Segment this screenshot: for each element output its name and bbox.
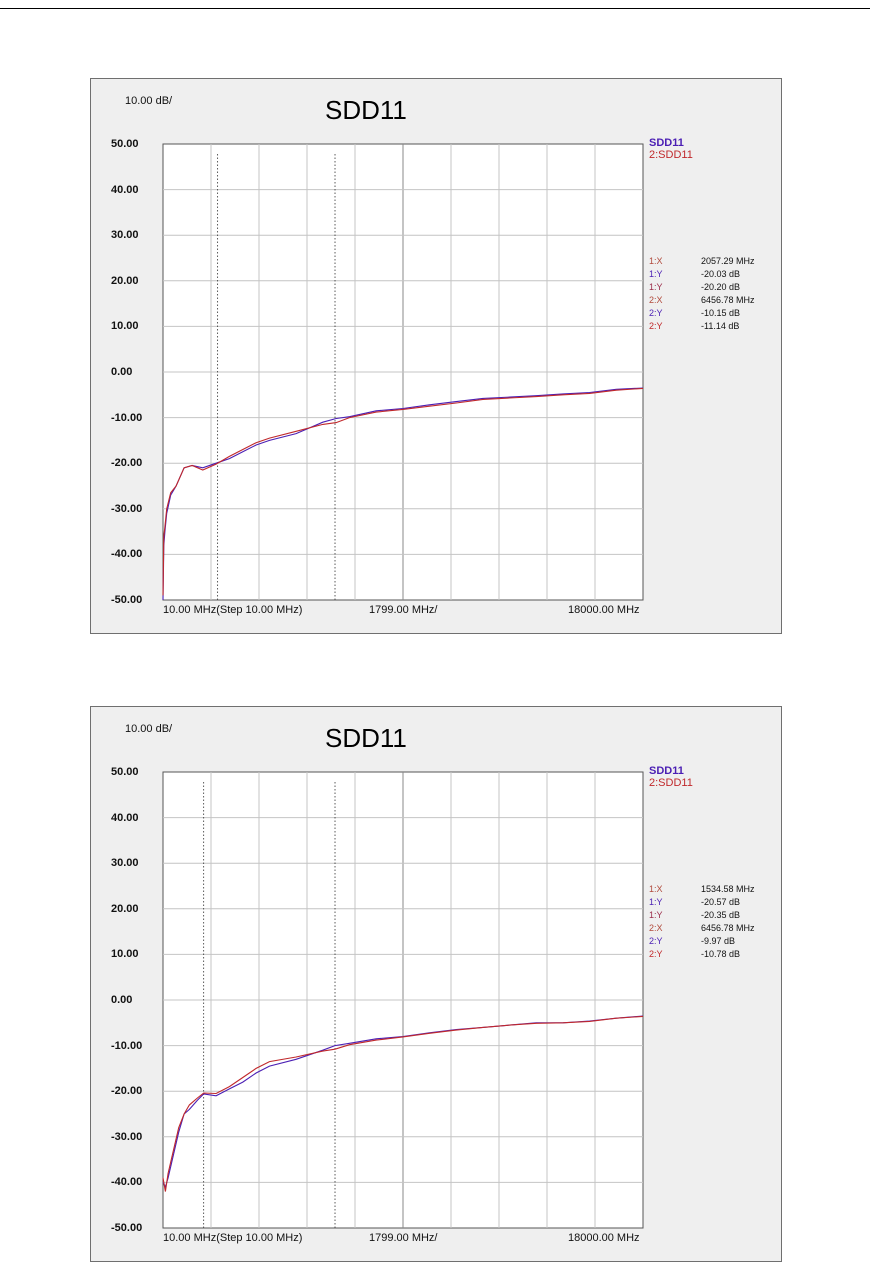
x-stop-label: 18000.00 MHz (568, 604, 640, 616)
y-tick-label: -10.00 (111, 411, 143, 424)
y-tick-label: 40.00 (111, 811, 139, 824)
marker-value: -10.15 dB (701, 308, 741, 318)
plot-area (162, 771, 644, 1229)
marker-row: 2:Y -11.14 dB (649, 320, 755, 333)
marker-row: 1:Y -20.57 dB (649, 896, 755, 909)
marker-label: 1:Y (649, 910, 663, 920)
y-tick-label: 30.00 (111, 857, 139, 870)
y-tick-label: 20.00 (111, 274, 139, 287)
marker-value: -10.78 dB (701, 949, 741, 959)
x-div-label: 1799.00 MHz/ (369, 1232, 438, 1244)
marker-readout: 1:X 1534.58 MHz 1:Y -20.57 dB 1:Y -20.35 dB 2:… (649, 883, 755, 961)
y-tick-label: -30.00 (111, 502, 143, 515)
marker-label: 1:Y (649, 269, 663, 279)
marker-value: -11.14 dB (701, 321, 740, 331)
marker-row: 2:Y -10.78 dB (649, 948, 755, 961)
y-tick-label: -40.00 (111, 1176, 143, 1189)
chart-panel-1: 10.00 dB/ SDD11 50.00 40.00 30.00 20.00 10.0… (90, 78, 782, 634)
page-top-rule (0, 8, 870, 9)
y-tick-label: 30.00 (111, 229, 139, 242)
marker-value: -20.03 dB (701, 269, 741, 279)
marker-label: 1:Y (649, 282, 663, 292)
x-start-label: 10.00 MHz(Step 10.00 MHz) (163, 604, 303, 616)
plot-area (162, 143, 644, 601)
series-line-2 (162, 387, 644, 596)
chart-panel-2: 10.00 dB/ SDD11 50.00 40.00 30.00 20.00 10.0… (90, 706, 782, 1262)
marker-value: -20.20 dB (701, 282, 741, 292)
marker-label: 2:X (649, 295, 663, 305)
y-tick-label: -10.00 (111, 1039, 143, 1052)
y-tick-label: -30.00 (111, 1130, 143, 1143)
y-tick-label: -20.00 (111, 457, 143, 470)
marker-row: 2:X 6456.78 MHz (649, 294, 755, 307)
legend: SDD11 2:SDD11 (649, 765, 693, 789)
marker-row: 1:Y -20.03 dB (649, 268, 755, 281)
x-stop-label: 18000.00 MHz (568, 1232, 640, 1244)
chart-title: SDD11 (325, 723, 407, 753)
scale-label: 10.00 dB/ (125, 723, 173, 735)
legend-entry-sdd11: SDD11 (649, 765, 684, 777)
y-tick-label: 40.00 (111, 183, 139, 196)
y-tick-label: 10.00 (111, 320, 139, 333)
x-div-label: 1799.00 MHz/ (369, 604, 438, 616)
marker-value: 1534.58 MHz (701, 884, 755, 894)
marker-row: 1:X 1534.58 MHz (649, 883, 755, 896)
chart-title: SDD11 (325, 95, 407, 125)
marker-value: -9.97 dB (701, 936, 736, 946)
marker-row: 1:X 2057.29 MHz (649, 255, 755, 268)
marker-readout: 1:X 2057.29 MHz 1:Y -20.03 dB 1:Y -20.20 dB 2:… (649, 255, 755, 333)
y-tick-label: 0.00 (111, 994, 133, 1006)
y-tick-label: -40.00 (111, 548, 143, 561)
marker-row: 1:Y -20.20 dB (649, 281, 755, 294)
marker-value: 6456.78 MHz (701, 295, 755, 305)
marker-label: 1:X (649, 256, 663, 266)
y-tick-label: 10.00 (111, 948, 139, 961)
marker-label: 2:X (649, 923, 663, 933)
marker-label: 2:Y (649, 936, 663, 946)
marker-label: 1:X (649, 884, 663, 894)
marker-value: -20.35 dB (701, 910, 741, 920)
y-tick-label: 0.00 (111, 366, 133, 378)
y-tick-label: 50.00 (111, 766, 139, 778)
series-line-2 (162, 1015, 644, 1192)
marker-value: 6456.78 MHz (701, 923, 755, 933)
marker-value: 2057.29 MHz (701, 256, 755, 266)
legend: SDD11 2:SDD11 (649, 137, 693, 161)
y-tick-label: -20.00 (111, 1085, 143, 1098)
marker-label: 1:Y (649, 897, 663, 907)
scale-label: 10.00 dB/ (125, 95, 173, 107)
marker-label: 2:Y (649, 949, 663, 959)
marker-row: 2:Y -9.97 dB (649, 935, 755, 948)
y-tick-label: 20.00 (111, 902, 139, 915)
y-tick-label: 50.00 (111, 138, 139, 150)
marker-row: 2:Y -10.15 dB (649, 307, 755, 320)
marker-row: 1:Y -20.35 dB (649, 909, 755, 922)
legend-entry-2-sdd11: 2:SDD11 (649, 149, 693, 161)
y-tick-label: -50.00 (111, 1222, 143, 1234)
marker-label: 2:Y (649, 308, 663, 318)
legend-entry-2-sdd11: 2:SDD11 (649, 777, 693, 789)
marker-value: -20.57 dB (701, 897, 741, 907)
legend-entry-sdd11: SDD11 (649, 137, 684, 149)
y-tick-label: -50.00 (111, 594, 143, 606)
marker-row: 2:X 6456.78 MHz (649, 922, 755, 935)
x-start-label: 10.00 MHz(Step 10.00 MHz) (163, 1232, 303, 1244)
marker-label: 2:Y (649, 321, 663, 331)
